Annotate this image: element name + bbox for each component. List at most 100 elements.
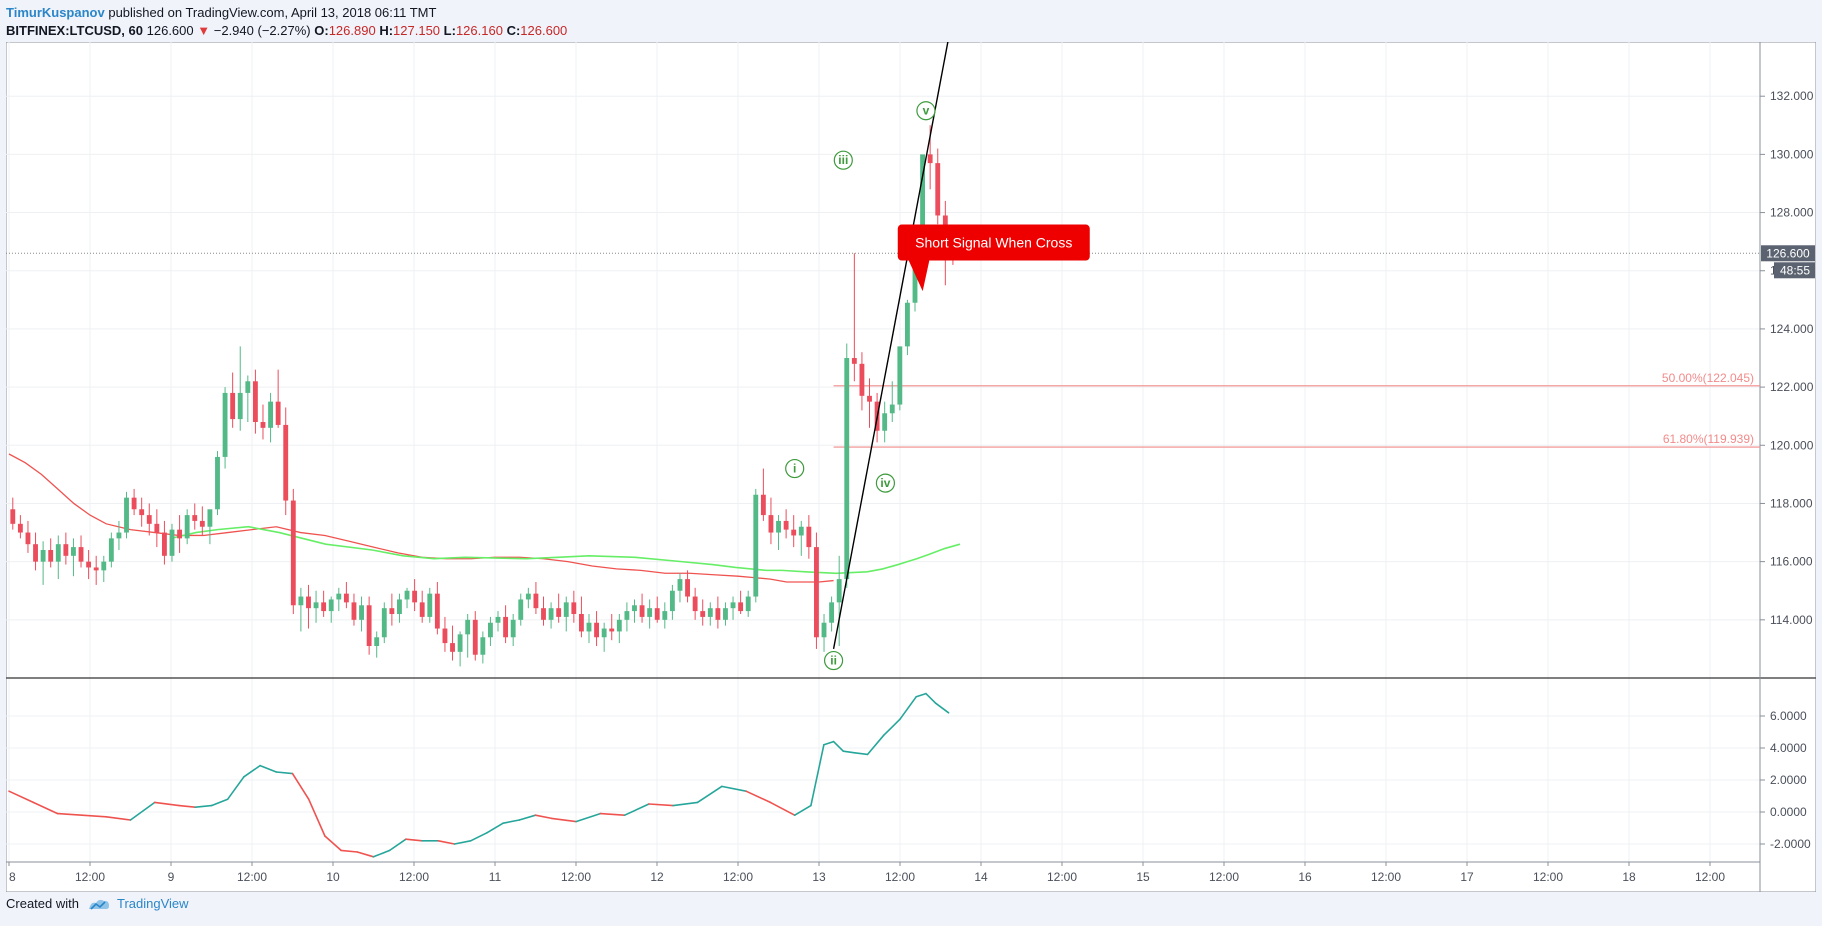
candle-body	[268, 401, 273, 428]
oscillator-axis: -2.0000 0.0000 2.0000 4.0000 6.0000	[1760, 709, 1811, 851]
candle-body	[571, 602, 577, 615]
candle	[419, 590, 425, 623]
chart-frame	[6, 42, 1816, 892]
candle	[290, 488, 296, 615]
author-link[interactable]: TimurKuspanov	[6, 5, 105, 20]
candle-body	[723, 608, 728, 620]
oscillator-segment	[853, 751, 869, 756]
candle	[139, 497, 145, 527]
wave-label-circle	[823, 650, 844, 671]
candle	[601, 622, 607, 652]
candle-body	[25, 532, 31, 545]
oscillator-segment	[154, 801, 180, 807]
candle	[654, 596, 660, 623]
candle-body	[806, 526, 812, 548]
candle-body	[71, 547, 76, 556]
candle	[298, 587, 304, 632]
high-label: H:	[379, 23, 394, 38]
time-tick-label: 12:00	[1047, 870, 1077, 884]
candle-body	[93, 567, 99, 571]
candle	[40, 541, 46, 585]
candle	[381, 602, 387, 644]
candle	[397, 593, 402, 623]
candle-body	[283, 424, 289, 501]
candle-body	[412, 590, 418, 603]
price-tick-label: 128.000	[1770, 206, 1814, 220]
candle-body	[139, 509, 145, 516]
candle	[450, 625, 455, 661]
candle	[776, 515, 781, 551]
candle-body	[404, 590, 410, 600]
time-tick-label: 18	[1622, 870, 1636, 884]
oscillator-segment	[672, 801, 699, 807]
moving-average-red	[8, 453, 739, 577]
oscillator-segment	[882, 718, 901, 737]
wave-label-text: i	[793, 462, 796, 476]
candle	[237, 346, 243, 431]
symbol-name[interactable]: BITFINEX:LTCUSD, 60	[6, 23, 143, 38]
candle	[169, 523, 175, 562]
candle-body	[10, 509, 16, 524]
candle	[533, 582, 539, 615]
candle	[283, 407, 289, 516]
candle-body	[381, 608, 387, 638]
candle-body	[927, 154, 933, 164]
candle-body	[63, 544, 69, 556]
candle-body	[222, 392, 228, 457]
candle-body	[783, 520, 789, 530]
oscillator-segment	[178, 804, 197, 809]
oscillator-segment	[915, 692, 927, 698]
candle	[867, 378, 872, 428]
oscillator-segment	[823, 740, 835, 746]
candle-body	[760, 494, 766, 516]
oscillator-segment	[550, 817, 577, 823]
candle-body	[707, 608, 713, 617]
candle-body	[495, 616, 501, 623]
candle-body	[578, 614, 584, 632]
candle	[245, 375, 251, 423]
candle-body	[639, 605, 645, 617]
candle	[389, 593, 395, 626]
candle-body	[533, 593, 539, 609]
oscillator-segment	[934, 702, 950, 714]
oscillator-segment	[899, 695, 918, 721]
low-label: L:	[443, 23, 456, 38]
candle-body	[624, 611, 630, 620]
candle	[821, 614, 827, 652]
candle-body	[442, 628, 448, 644]
trend-line	[832, 42, 949, 650]
open-value: 126.890	[328, 23, 376, 38]
candle	[116, 520, 122, 551]
candle	[571, 590, 577, 623]
wave-label-text: v	[923, 104, 930, 118]
candle-body	[290, 500, 296, 606]
oscillator-segment	[925, 692, 937, 705]
candle-body	[882, 413, 888, 431]
candle-body	[298, 596, 304, 606]
candle	[321, 590, 327, 617]
candle	[184, 509, 190, 545]
oscillator-segment	[372, 849, 391, 858]
low-value: 126.160	[455, 23, 503, 38]
time-tick-label: 11	[489, 870, 502, 884]
oscillator-segment	[405, 838, 423, 842]
oscillator-segment	[437, 839, 456, 845]
candle-body	[237, 392, 243, 420]
candle-body	[252, 381, 258, 423]
candle	[472, 611, 478, 661]
candle-body	[108, 538, 114, 562]
candle-body	[131, 497, 137, 510]
candle	[806, 515, 812, 559]
candle-body	[161, 532, 167, 556]
candle	[518, 593, 524, 626]
last-price-label: 126.600 48:55	[1761, 245, 1815, 279]
price-chart[interactable]: 114.000116.000118.000120.000122.000124.0…	[6, 42, 1816, 892]
candle-body	[935, 163, 941, 216]
candle-body	[260, 422, 266, 428]
wave-label: iii	[833, 150, 853, 170]
candle	[108, 532, 114, 568]
wave-label: v	[916, 101, 936, 121]
candle	[63, 532, 69, 565]
tradingview-link[interactable]: TradingView	[87, 896, 189, 911]
